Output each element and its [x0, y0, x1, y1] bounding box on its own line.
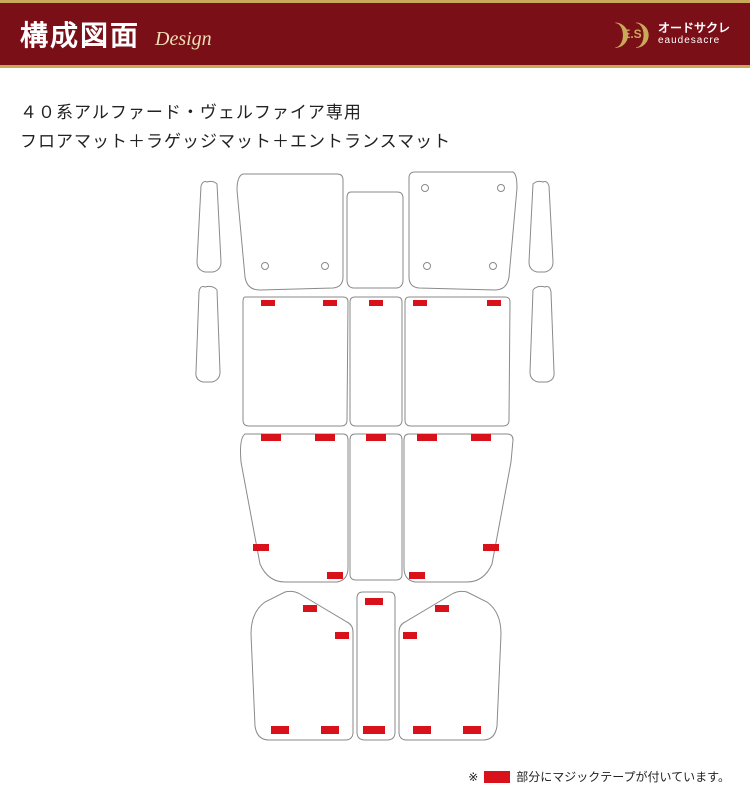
header-title: 構成図面 [20, 14, 140, 54]
velcro-strip [271, 726, 289, 734]
mat-piece-lug-left [251, 591, 353, 740]
velcro-strip [253, 544, 269, 551]
diagram-container [20, 162, 730, 752]
velcro-strip [335, 632, 349, 639]
mat-piece-rear-center [350, 434, 402, 580]
header-bar: 構成図面 Design ❨ E.S ❩ オードサクレ eaudesacre [0, 0, 750, 68]
velcro-strip [463, 726, 481, 734]
mat-piece-front-right [409, 172, 517, 290]
velcro-strip [471, 434, 491, 441]
velcro-strip [365, 598, 383, 605]
mat-piece-lug-center [357, 592, 395, 740]
content-area: ４０系アルファード・ヴェルファイア専用 フロアマット＋ラゲッジマット＋エントラン… [0, 68, 750, 762]
legend-prefix: ※ [468, 770, 478, 784]
mat-piece-side-lower-right [530, 286, 554, 382]
velcro-strip [369, 300, 383, 306]
velcro-strip [417, 434, 437, 441]
mat-piece-front-left [237, 174, 343, 290]
velcro-strip [261, 434, 281, 441]
velcro-strip [413, 300, 427, 306]
velcro-strip [413, 726, 431, 734]
velcro-strip [366, 434, 386, 441]
legend-text: 部分にマジックテープが付いています。 [516, 768, 730, 785]
velcro-strip [327, 572, 343, 579]
velcro-strip [315, 434, 335, 441]
mat-piece-lug-right [399, 591, 501, 740]
legend-swatch [484, 771, 510, 783]
header-subtitle: Design [155, 28, 212, 51]
velcro-strip [323, 300, 337, 306]
velcro-strip [303, 605, 317, 612]
brand-name-ja: オードサクレ [658, 22, 730, 35]
mat-piece-rear-left [241, 434, 349, 582]
floor-mat-diagram [165, 162, 585, 752]
brand-logo-icon: ❨ E.S ❩ [614, 16, 650, 52]
velcro-strip [483, 544, 499, 551]
velcro-strip [403, 632, 417, 639]
brand-group: ❨ E.S ❩ オードサクレ eaudesacre [614, 16, 730, 52]
velcro-strip [487, 300, 501, 306]
velcro-strip [435, 605, 449, 612]
mat-piece-side-lower-left [196, 286, 220, 382]
legend: ※ 部分にマジックテープが付いています。 [0, 762, 750, 785]
mat-piece-side-upper-right [529, 181, 553, 272]
velcro-strip [363, 726, 385, 734]
mat-piece-side-upper-left [197, 181, 221, 272]
velcro-strip [409, 572, 425, 579]
brand-text: オードサクレ eaudesacre [658, 22, 730, 46]
header-title-group: 構成図面 Design [20, 14, 212, 54]
product-title-line1: ４０系アルファード・ヴェルファイア専用 [20, 98, 730, 123]
product-title-line2: フロアマット＋ラゲッジマット＋エントランスマット [20, 127, 730, 152]
mat-piece-front-center [347, 192, 403, 288]
velcro-strip [261, 300, 275, 306]
mat-piece-mid-right [405, 297, 510, 426]
mat-piece-mid-left [243, 297, 348, 426]
mat-piece-rear-right [404, 434, 513, 582]
brand-logo-text: E.S [622, 27, 641, 41]
velcro-strip [321, 726, 339, 734]
mat-piece-mid-center [350, 297, 402, 426]
brand-name-en: eaudesacre [658, 35, 730, 46]
